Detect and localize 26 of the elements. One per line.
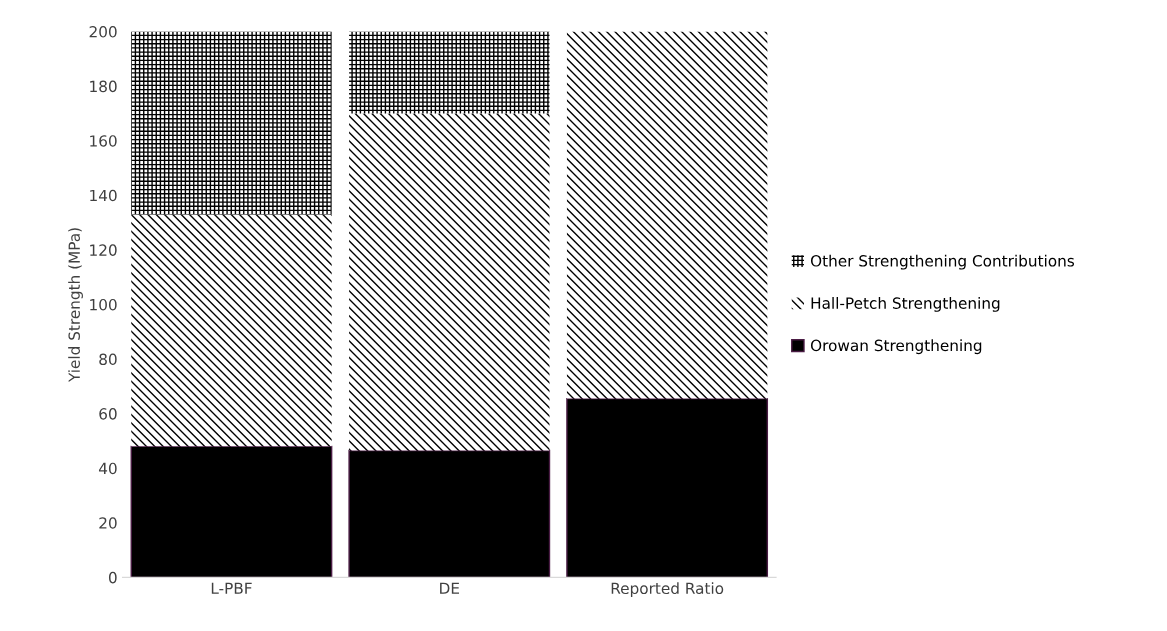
bar [348,449,551,578]
y-tick-label: 120 [90,244,117,256]
bar [130,445,333,578]
y-tick-label: 180 [90,80,117,93]
y-tick-label: 0 [108,571,117,584]
bar [349,31,550,114]
bar [566,397,769,578]
y-tick-label: 40 [98,462,117,475]
bar [131,214,332,447]
bar [349,113,550,451]
bar [566,31,768,399]
x-tick-label: L-PBF [211,582,252,594]
y-axis-title: Yield Strength (MPa) [68,228,83,383]
legend-label: Other Strengthening Contributions [810,254,1075,270]
y-tick-label: 100 [90,298,117,311]
y-tick-label: 140 [90,189,117,202]
x-tick-label: Reported Ratio [611,582,724,598]
y-tick-label: 20 [99,517,117,529]
x-tick-label: DE [440,582,460,594]
y-tick-label: 60 [99,408,117,420]
y-tick-label: 160 [90,135,117,147]
legend-label: Hall-Petch Strengthening [811,297,1000,312]
y-tick-label: 200 [89,26,117,38]
bar [131,31,332,215]
legend-label: Orowan Strengthening [810,339,982,355]
y-tick-label: 80 [99,353,117,366]
